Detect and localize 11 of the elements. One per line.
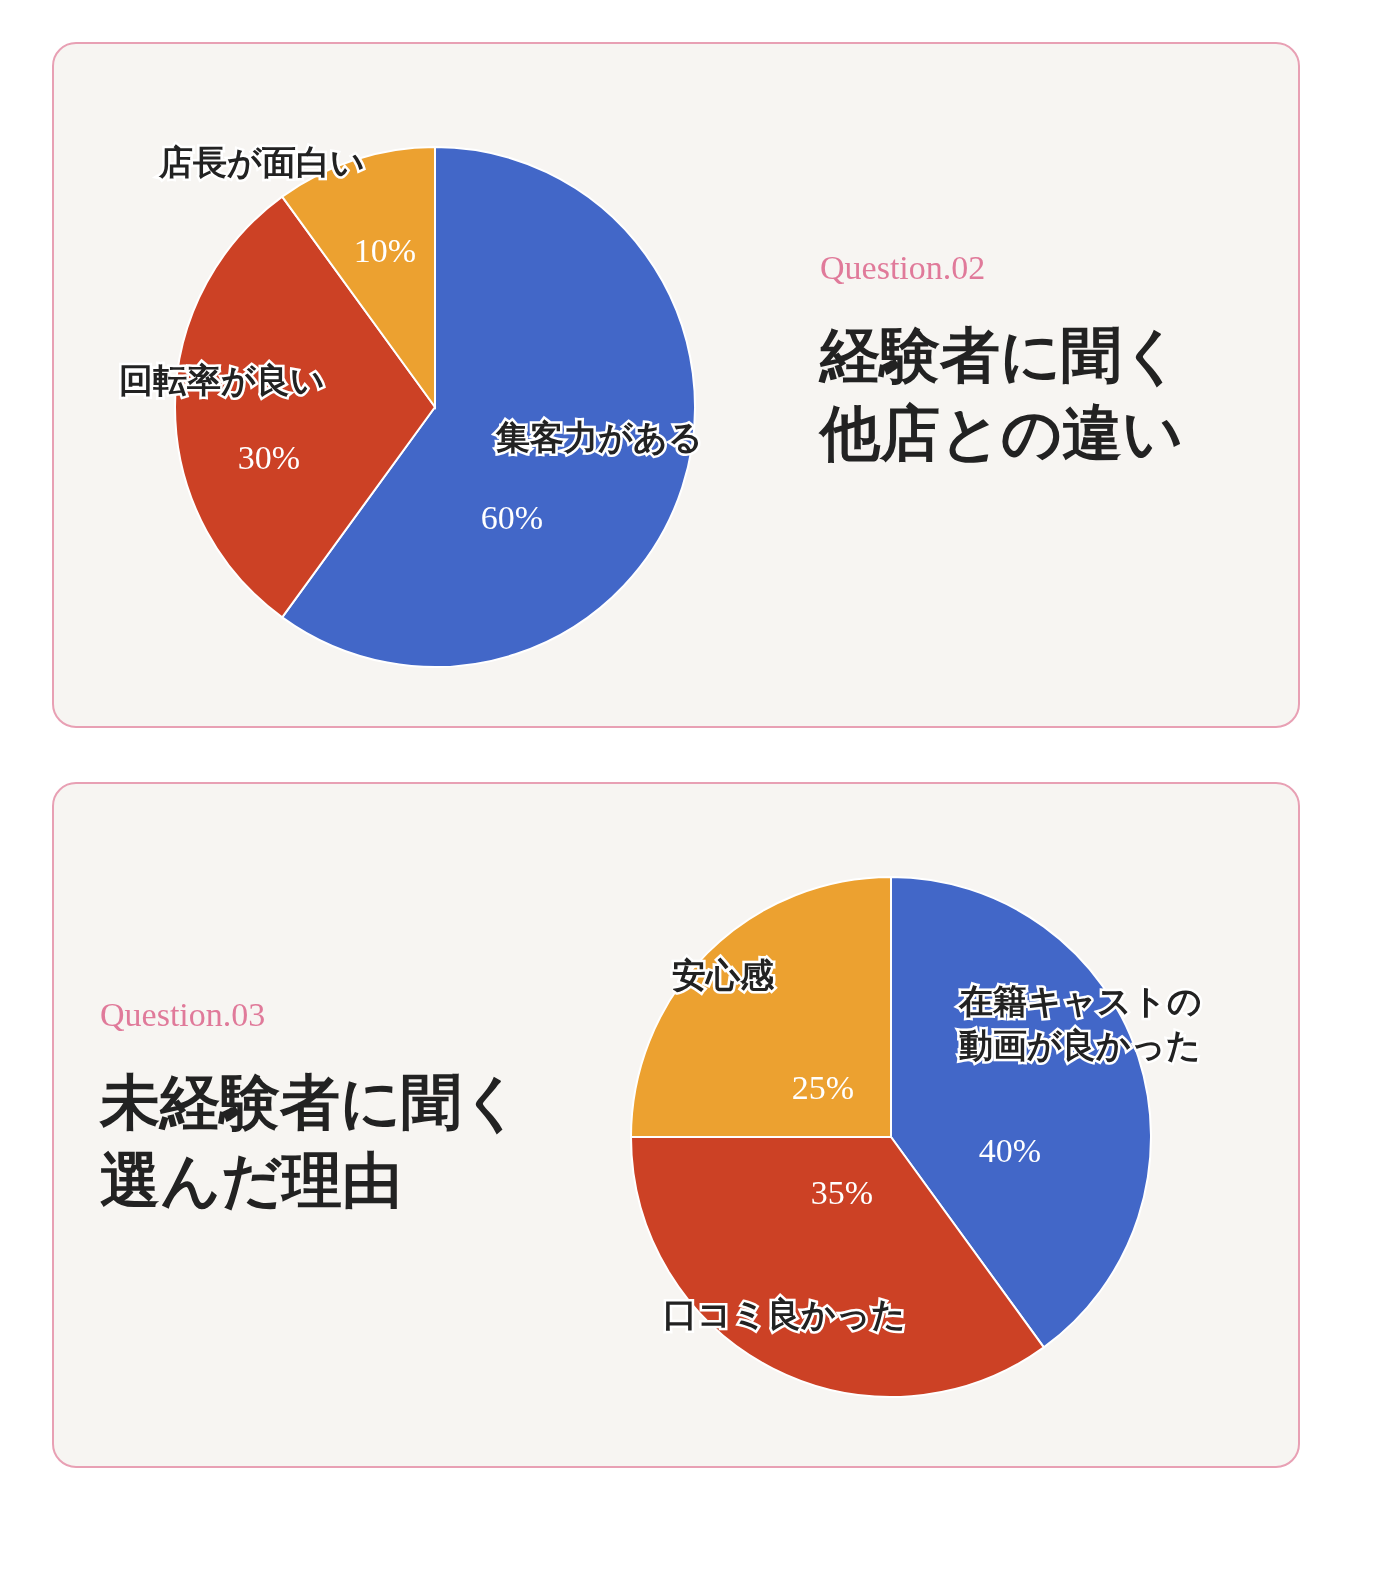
text: 経験者に聞く他店との違い: [820, 322, 1184, 469]
data-label: 40%: [978, 1131, 1042, 1169]
data-label: 60%: [480, 498, 544, 536]
data-label: 25%: [791, 1068, 855, 1106]
data-label: 30%: [237, 438, 301, 476]
slice-label: 口コミ良かった: [662, 1295, 906, 1333]
text: Question.03: [100, 996, 267, 1034]
text: 未経験者に聞く選んだ理由: [100, 1069, 523, 1216]
data-label: 35%: [810, 1173, 874, 1211]
text: Question.02: [820, 249, 987, 287]
data-label: 10%: [353, 231, 417, 269]
